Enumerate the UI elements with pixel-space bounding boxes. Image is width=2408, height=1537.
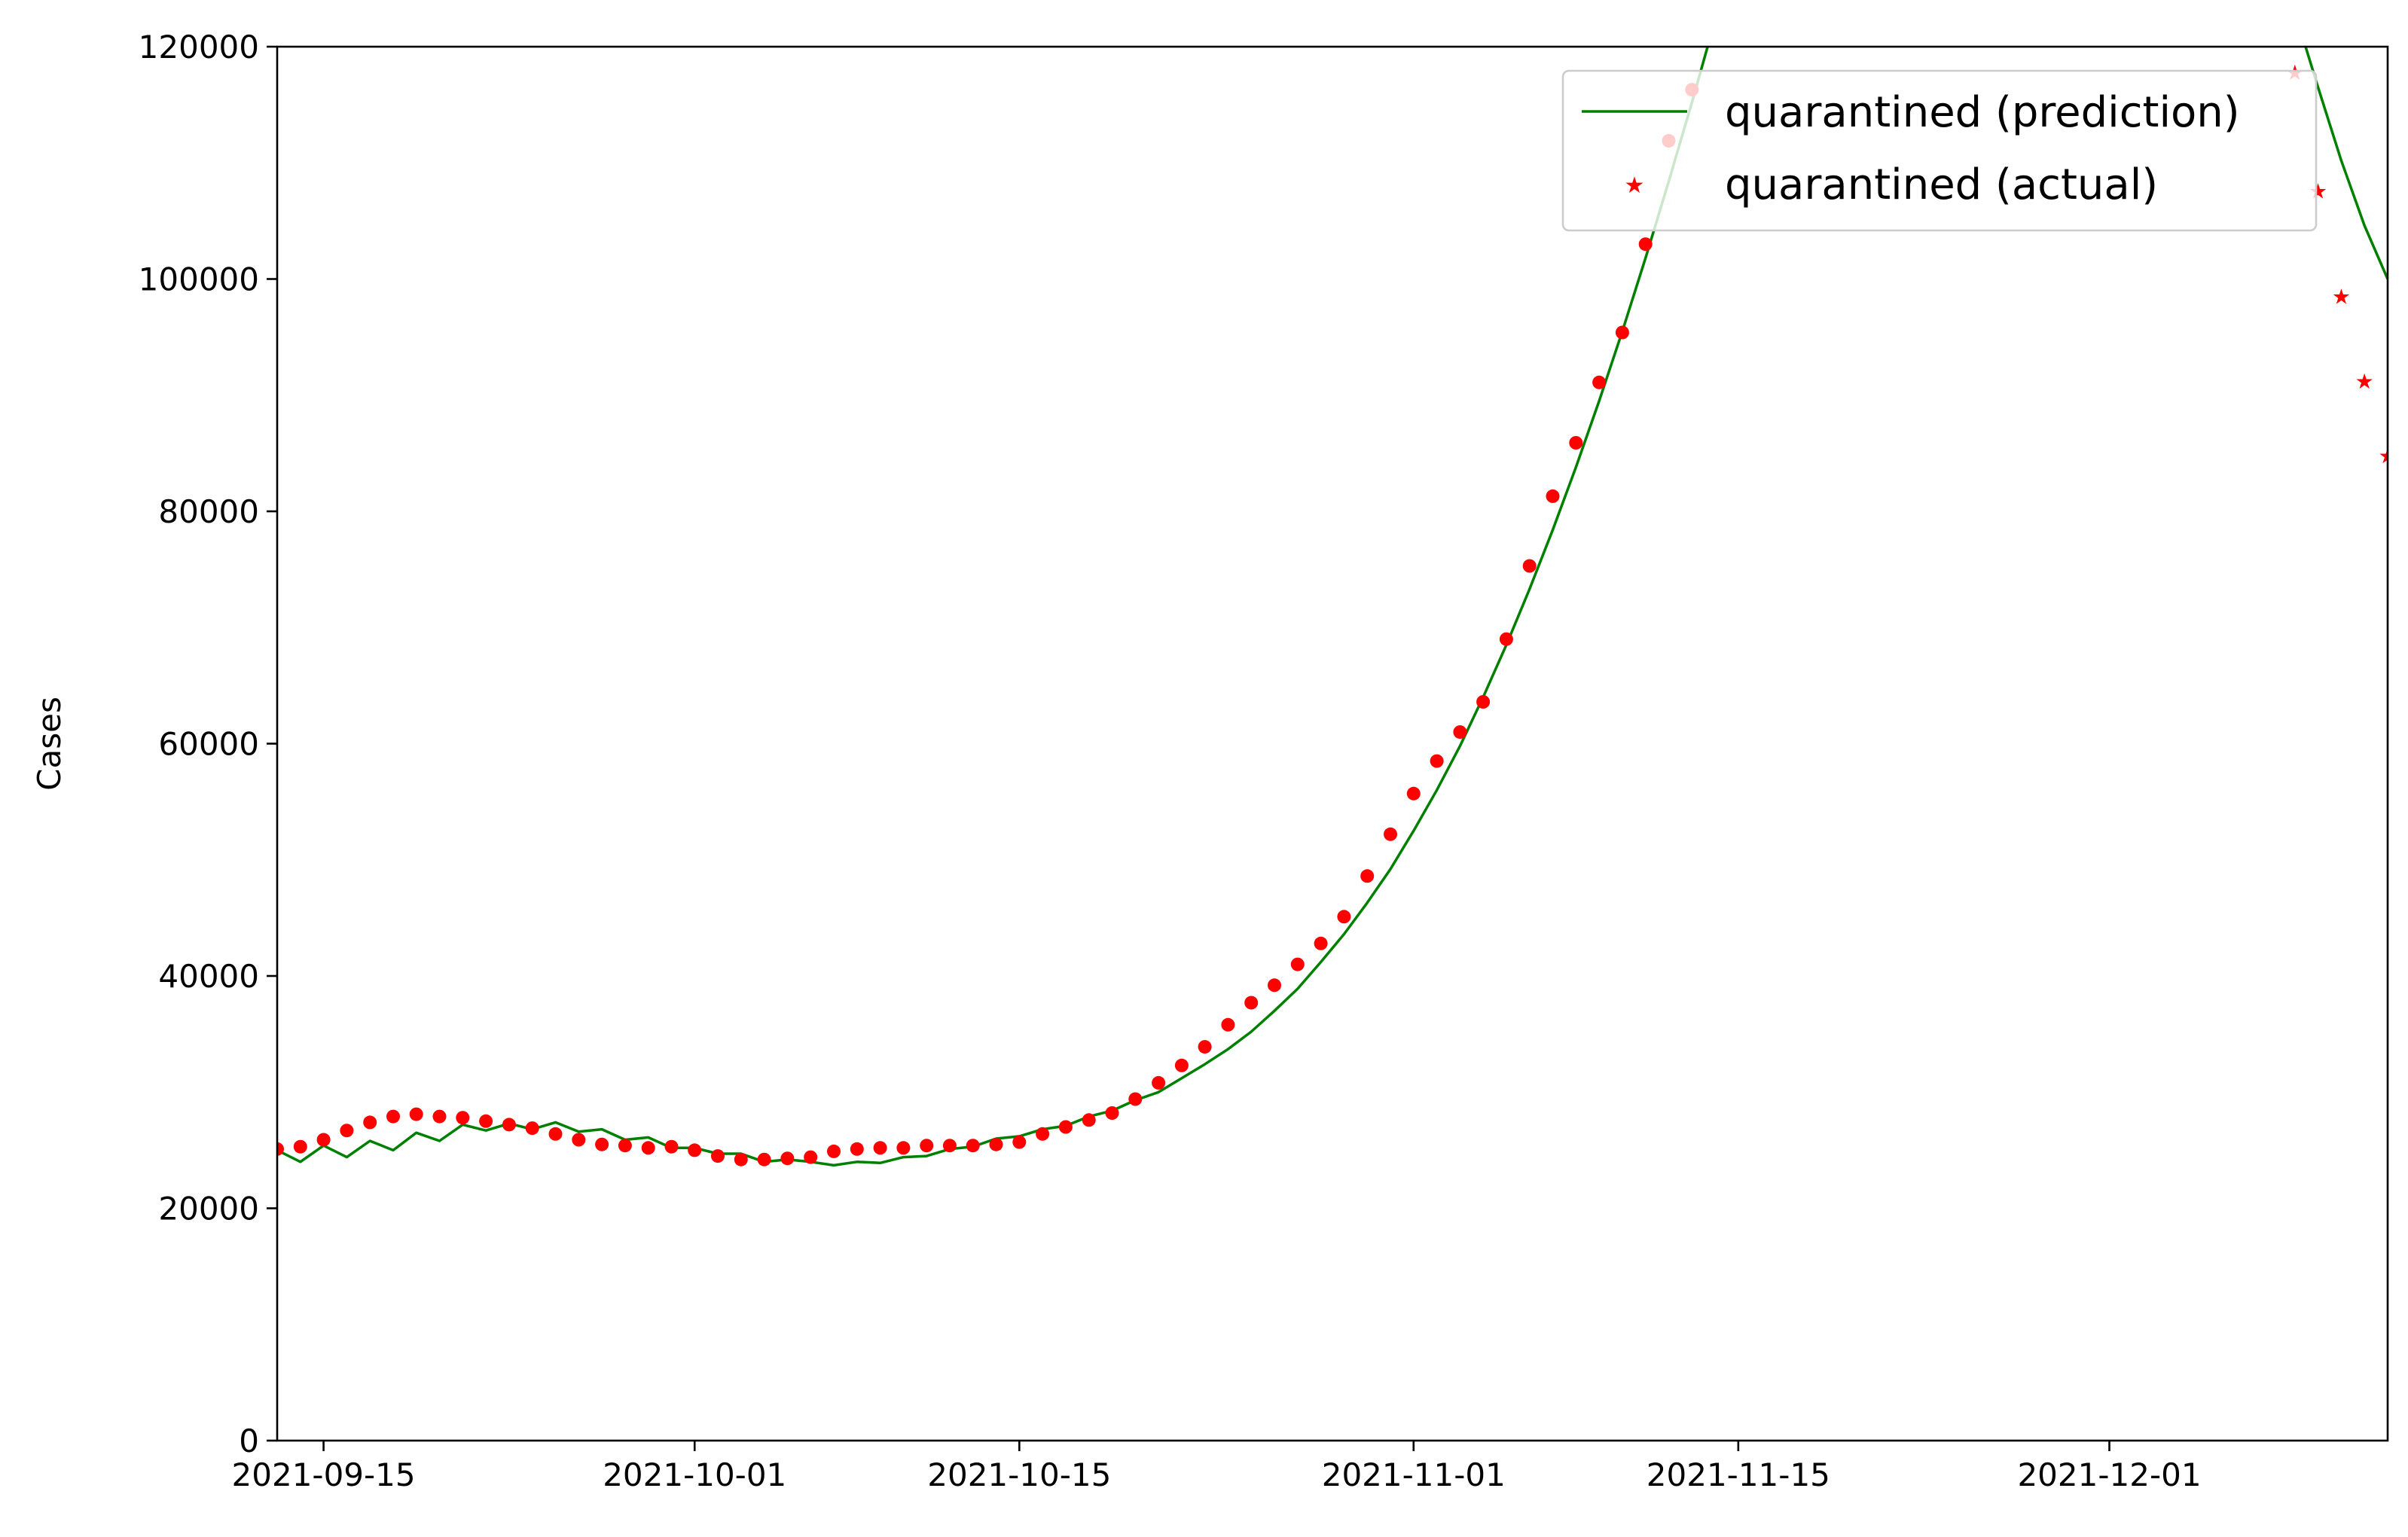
- ticks-layer: 0 20000 40000 60000 80000 100000 120000 2021-09…: [139, 29, 2202, 1493]
- actual-data-point: [664, 1139, 679, 1154]
- actual-data-point: [363, 1115, 377, 1130]
- legend-label-prediction: quarantined (prediction): [1725, 88, 2240, 137]
- x-tick-label: 2021-10-01: [603, 1456, 786, 1493]
- x-tick-label: 2021-12-01: [2017, 1456, 2201, 1493]
- actual-data-point: [479, 1114, 493, 1128]
- actual-data-point: [920, 1139, 934, 1153]
- actual-data-point: [1592, 375, 1607, 389]
- actual-data-point: [1406, 786, 1421, 801]
- actual-data-point: [1499, 632, 1513, 646]
- actual-data-point: [688, 1143, 702, 1157]
- actual-data-point: [1314, 936, 1328, 950]
- actual-data-point: [1430, 754, 1444, 768]
- actual-data-point: [502, 1118, 516, 1132]
- actual-data-point: [277, 1142, 284, 1156]
- actual-data-point: [1105, 1106, 1119, 1120]
- actual-data-point: [548, 1127, 563, 1141]
- legend-marker-swatch: ★: [1625, 172, 1645, 199]
- actual-data-point: [1058, 1120, 1073, 1134]
- x-tick-label: 2021-11-15: [1647, 1456, 1830, 1493]
- actual-data-point: [804, 1150, 818, 1164]
- actual-data-point: [827, 1144, 841, 1158]
- actual-data-point: [711, 1149, 725, 1163]
- actual-data-point: [1128, 1092, 1143, 1106]
- prediction-line-segment: [2304, 47, 2388, 280]
- actual-data-point: [966, 1139, 980, 1153]
- actual-data-point: ★: [2378, 444, 2397, 468]
- actual-data-point: [1198, 1040, 1212, 1054]
- legend-box: [1561, 69, 2318, 232]
- x-tick-label: 2021-10-15: [927, 1456, 1111, 1493]
- actual-data-point: [1638, 237, 1653, 252]
- y-tick-label: 20000: [158, 1191, 259, 1227]
- actual-data-point: [850, 1142, 864, 1156]
- actual-data-point: [409, 1107, 423, 1121]
- actual-data-point: [942, 1139, 957, 1153]
- legend: quarantined (prediction) ★ quarantined (…: [1561, 69, 2318, 232]
- y-axis-label: Cases: [31, 697, 68, 791]
- actual-data-point: [1337, 910, 1351, 924]
- actual-data-point: [1569, 436, 1583, 450]
- actual-data-point: ★: [2332, 285, 2351, 310]
- actual-data-point: [1476, 695, 1491, 709]
- actual-data-point: [1453, 725, 1467, 740]
- actual-data-point: [757, 1152, 771, 1166]
- actual-data-point: [1615, 325, 1629, 340]
- actual-data-point: [386, 1109, 400, 1124]
- actual-data-point: [1012, 1135, 1027, 1149]
- actual-data-point: [780, 1151, 795, 1166]
- y-tick-label: 80000: [158, 493, 259, 530]
- legend-label-actual: quarantined (actual): [1725, 160, 2158, 209]
- actual-data-point: [1268, 978, 1281, 993]
- actual-data-point: [734, 1152, 748, 1166]
- actual-data-point: [1221, 1017, 1235, 1032]
- actual-data-point: [1082, 1113, 1096, 1127]
- actual-data-point: [572, 1133, 586, 1147]
- y-tick-label: 100000: [139, 261, 259, 298]
- actual-data-point: [641, 1141, 655, 1155]
- actual-data-point: [595, 1137, 609, 1151]
- actual-data-point: [525, 1121, 539, 1136]
- actual-data-point: [989, 1137, 1003, 1151]
- actual-data-point: [293, 1139, 307, 1154]
- actual-data-point: [618, 1139, 632, 1153]
- actual-data-point: [1522, 559, 1537, 573]
- y-tick-label: 60000: [158, 726, 259, 763]
- actual-data-point: [1360, 869, 1375, 883]
- actual-data-point: [873, 1141, 887, 1155]
- actual-data-point: [432, 1109, 447, 1124]
- y-tick-label: 0: [239, 1423, 259, 1459]
- actual-data-point: [1174, 1058, 1189, 1072]
- actual-data-point: [1546, 489, 1560, 503]
- actual-data-point: ★: [2355, 369, 2374, 394]
- actual-data-point: [456, 1111, 470, 1125]
- actual-data-point: [896, 1141, 911, 1155]
- actual-data-point: [316, 1133, 331, 1147]
- actual-data-point: [1036, 1127, 1050, 1141]
- actual-data-point: [1384, 827, 1397, 841]
- actual-data-point: [340, 1124, 354, 1138]
- y-tick-label: 40000: [158, 958, 259, 995]
- actual-data-point: [1152, 1075, 1166, 1090]
- series-layer: ★★★★★: [277, 47, 2397, 1167]
- y-tick-label: 120000: [139, 29, 259, 66]
- actual-data-point: [1244, 996, 1259, 1010]
- x-tick-label: 2021-11-01: [1322, 1456, 1506, 1493]
- x-tick-label: 2021-09-15: [232, 1456, 416, 1493]
- actual-data-point: [1290, 957, 1305, 971]
